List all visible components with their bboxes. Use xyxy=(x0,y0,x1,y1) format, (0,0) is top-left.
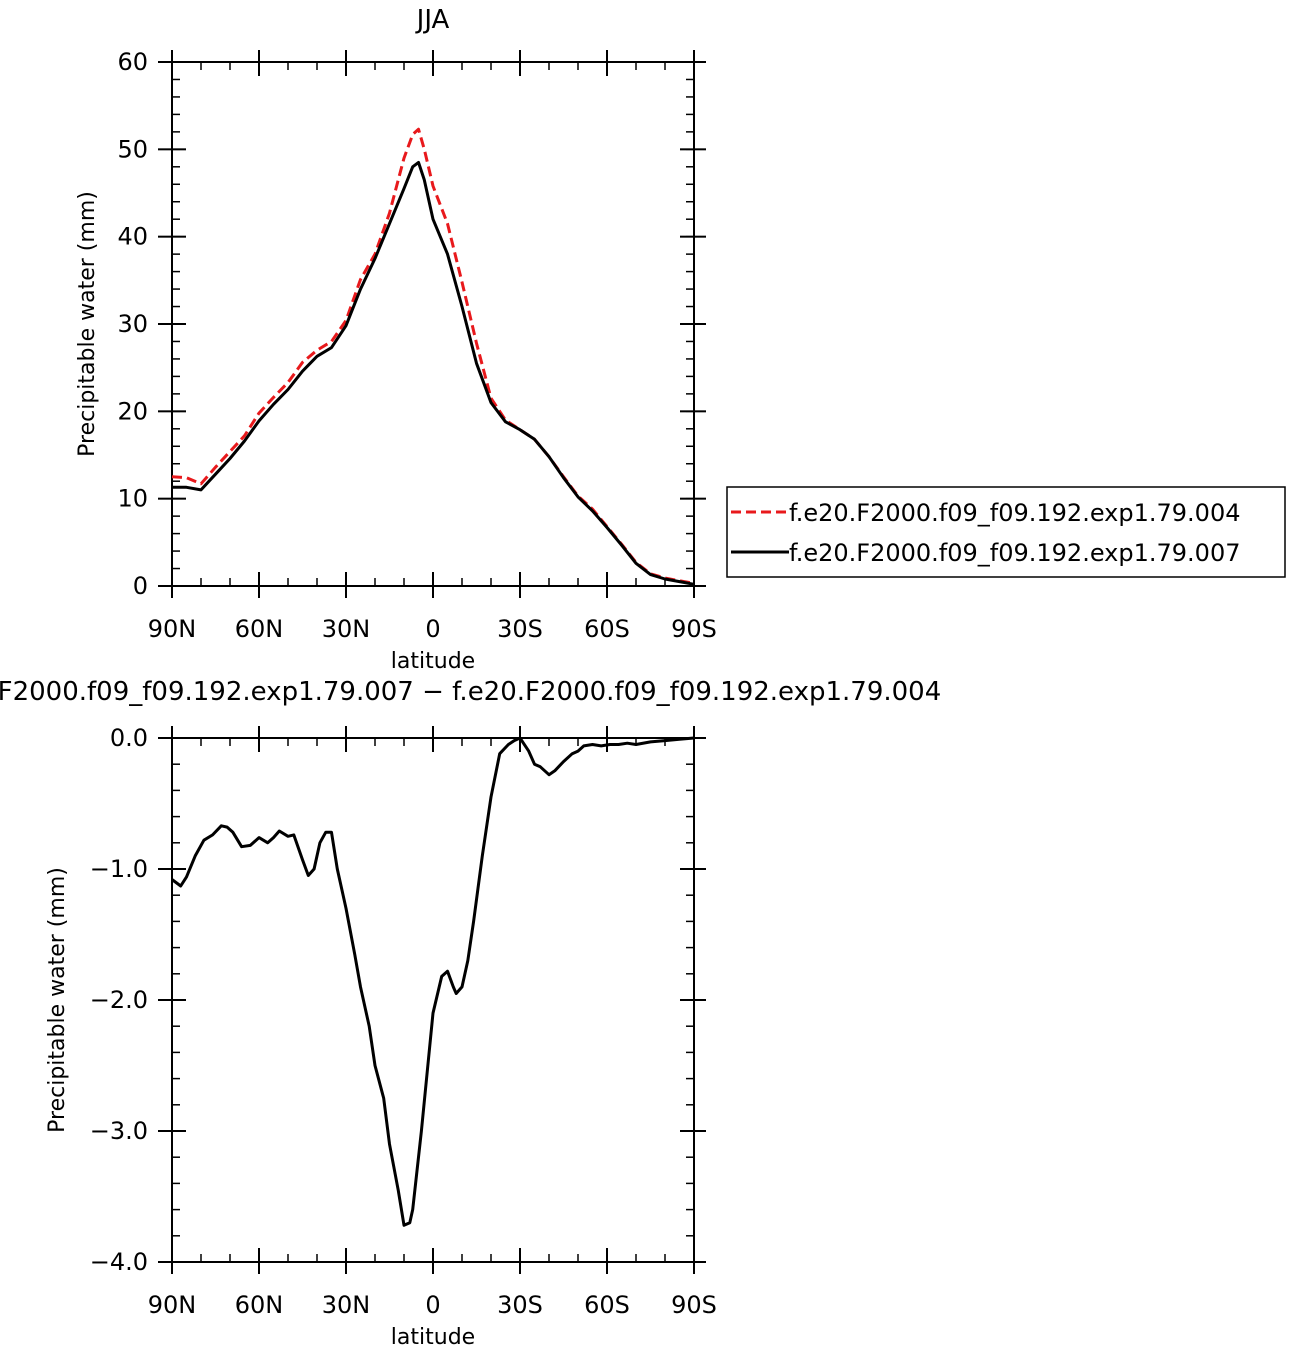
legend-label-1: f.e20.F2000.f09_f09.192.exp1.79.004 xyxy=(789,499,1240,527)
y-tick-label: 0.0 xyxy=(110,724,148,752)
x-tick-label: 30S xyxy=(497,615,543,643)
x-tick-label: 0 xyxy=(425,1291,440,1319)
x-tick-label: 90N xyxy=(148,615,197,643)
series-line-2 xyxy=(172,160,695,586)
y-tick-label: 40 xyxy=(117,223,148,251)
series-line-1 xyxy=(171,127,695,585)
x-tick-label: 90S xyxy=(671,1291,717,1319)
x-tick-label: 0 xyxy=(425,615,440,643)
y-tick-label: 60 xyxy=(117,48,148,76)
x-tick-label: 60S xyxy=(584,615,630,643)
top-panel: JJA 90N 60N 30N 0 30S 60S 90S 0 10 20 30 40 50 60 latit… xyxy=(75,5,1286,674)
x-tick-label: 30N xyxy=(322,615,371,643)
y-tick-label: 30 xyxy=(117,310,148,338)
y-tick-label: −3.0 xyxy=(90,1117,148,1145)
y-tick-label: 0 xyxy=(133,572,148,600)
plot-frame xyxy=(171,61,695,587)
y-tick-label: −2.0 xyxy=(90,986,148,1014)
x-tick-label: 30N xyxy=(322,1291,371,1319)
legend-label-2: f.e20.F2000.f09_f09.192.exp1.79.007 xyxy=(789,539,1240,567)
legend-box xyxy=(726,486,1286,578)
y-tick-label: 10 xyxy=(117,485,148,513)
y-tick-label: −1.0 xyxy=(90,855,148,883)
x-axis-label: latitude xyxy=(391,649,475,674)
y-tick-label: 50 xyxy=(117,135,148,163)
y-axis-label: Precipitable water (mm) xyxy=(75,191,100,457)
chart-title: JJA xyxy=(415,5,450,35)
y-tick-label: 20 xyxy=(117,397,148,425)
x-tick-label: 90N xyxy=(148,1291,197,1319)
x-tick-label: 90S xyxy=(671,615,717,643)
x-tick-label: 30S xyxy=(497,1291,543,1319)
plot-frame xyxy=(171,737,695,1263)
bottom-panel: f.e20.F2000.f09_f09.192.exp1.79.007 − f.… xyxy=(0,677,941,1350)
x-tick-label: 60N xyxy=(235,615,284,643)
x-tick-label: 60S xyxy=(584,1291,630,1319)
chart-title: f.e20.F2000.f09_f09.192.exp1.79.007 − f.… xyxy=(0,677,941,707)
series-line-1 xyxy=(171,736,695,1227)
y-tick-label: −4.0 xyxy=(90,1248,148,1276)
y-axis-label: Precipitable water (mm) xyxy=(45,867,70,1133)
x-axis-label: latitude xyxy=(391,1325,475,1350)
x-tick-label: 60N xyxy=(235,1291,284,1319)
